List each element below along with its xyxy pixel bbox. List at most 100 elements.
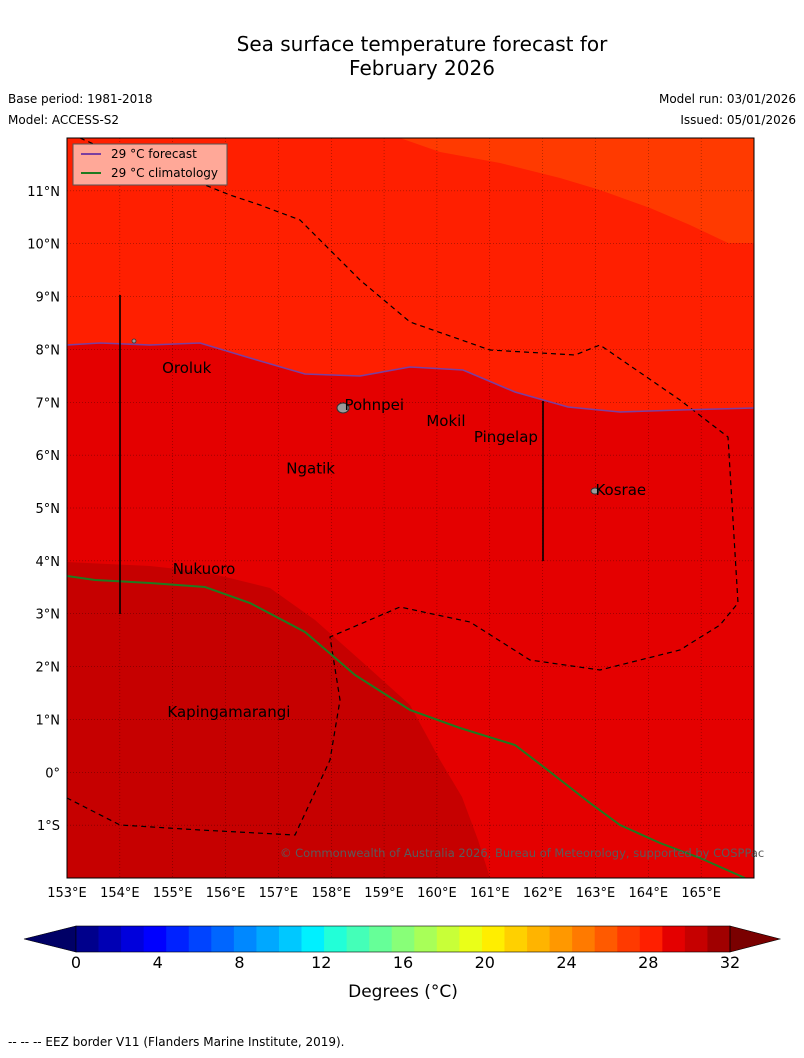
colorbar-tick-labels: 0 4 8 12 16 20 24 28 32 <box>71 953 740 972</box>
colorbar-segment <box>707 926 731 952</box>
eez-border <box>67 138 739 836</box>
colorbar-label: Degrees (°C) <box>348 982 458 1002</box>
colorbar-segment <box>188 926 212 952</box>
latitude-tick-labels: 1°S 0° 1°N 2°N 3°N 4°N 5°N 6°N 7°N 8°N 9°N 10°N 11°N <box>27 185 60 834</box>
lat-tick-label: 1°S <box>37 819 60 834</box>
issued-date: Issued: 05/01/2026 <box>680 113 796 127</box>
colorbar-tick: 12 <box>311 953 331 972</box>
colorbar-tick: 16 <box>393 953 413 972</box>
colorbar-segment <box>346 926 370 952</box>
colorbar-segment <box>121 926 145 952</box>
colorbar-low-extend <box>23 925 77 953</box>
colorbar-segment <box>662 926 686 952</box>
lat-tick-label: 7°N <box>36 396 61 411</box>
model-run: Model run: 03/01/2026 <box>658 92 796 106</box>
colorbar-segment <box>684 926 708 952</box>
sst-map: Oroluk Pohnpei Mokil Pingelap Ngatik Kosrae Nu… <box>23 137 782 1002</box>
lon-tick-label: 155°E <box>153 886 193 901</box>
lon-tick-label: 165°E <box>681 886 721 901</box>
lon-tick-label: 158°E <box>311 886 351 901</box>
colorbar-segment <box>572 926 596 952</box>
colorbar-segment <box>324 926 348 952</box>
place-label: Pingelap <box>474 428 538 446</box>
colorbar-segment <box>594 926 618 952</box>
colorbar-segment <box>166 926 190 952</box>
colorbar-segment <box>143 926 167 952</box>
plot-frame <box>66 137 755 879</box>
lon-tick-label: 160°E <box>417 886 457 901</box>
title-line-2: February 2026 <box>349 56 495 80</box>
lon-tick-label: 162°E <box>523 886 563 901</box>
eez-footnote: -- -- -- EEZ border V11 (Flanders Marine… <box>8 1035 345 1049</box>
lat-tick-label: 0° <box>45 766 60 781</box>
band-28-29 <box>400 138 754 243</box>
place-label: Mokil <box>426 412 465 430</box>
colorbar-tick: 28 <box>638 953 658 972</box>
lat-tick-label: 8°N <box>36 343 61 358</box>
lon-tick-label: 159°E <box>364 886 404 901</box>
temperature-field <box>67 138 754 878</box>
map-grid <box>67 138 754 878</box>
colorbar-tick: 0 <box>71 953 81 972</box>
lon-tick-label: 163°E <box>576 886 616 901</box>
colorbar-tick: 4 <box>153 953 163 972</box>
lon-tick-label: 161°E <box>470 886 510 901</box>
colorbar-segment <box>617 926 641 952</box>
colorbar-segment <box>459 926 483 952</box>
title-line-1: Sea surface temperature forecast for <box>236 32 608 56</box>
lon-tick-label: 157°E <box>259 886 299 901</box>
colorbar-segment <box>256 926 280 952</box>
colorbar <box>23 925 782 953</box>
legend-box <box>72 143 228 186</box>
colorbar-high-extend <box>729 925 782 953</box>
place-label: Nukuoro <box>173 560 236 578</box>
lat-tick-label: 1°N <box>36 713 61 728</box>
place-label: Kosrae <box>595 481 646 499</box>
islands <box>131 338 600 495</box>
legend-climatology-label: 29 °C climatology <box>111 166 218 180</box>
model-name: Model: ACCESS-S2 <box>8 113 120 127</box>
lon-tick-label: 156°E <box>206 886 246 901</box>
place-label: Pohnpei <box>344 396 404 414</box>
colorbar-frame <box>75 925 731 953</box>
legend-forecast-label: 29 °C forecast <box>111 147 197 161</box>
colorbar-tick: 24 <box>556 953 576 972</box>
forecast-29c-contour <box>67 342 754 413</box>
climatology-29c-contour <box>67 575 746 878</box>
lat-tick-label: 9°N <box>36 291 61 306</box>
pohnpei-island <box>336 402 350 414</box>
longitude-tick-labels: 153°E 154°E 155°E 156°E 157°E 158°E 159°E 160°E… <box>47 886 721 901</box>
lon-tick-label: 154°E <box>100 886 140 901</box>
islet <box>131 338 137 344</box>
colorbar-tick: 32 <box>720 953 740 972</box>
lat-tick-label: 6°N <box>36 449 61 464</box>
lat-tick-label: 3°N <box>36 608 61 623</box>
lat-tick-label: 4°N <box>36 555 61 570</box>
place-label: Kapingamarangi <box>167 703 290 721</box>
lat-tick-label: 11°N <box>27 185 60 200</box>
lat-tick-label: 2°N <box>36 661 61 676</box>
colorbar-segment <box>639 926 663 952</box>
colorbar-segment <box>527 926 550 952</box>
colorbar-segment <box>211 926 235 952</box>
colorbar-segment <box>76 926 99 952</box>
place-label: Oroluk <box>162 359 211 377</box>
lon-tick-label: 153°E <box>47 886 87 901</box>
colorbar-segment <box>391 926 415 952</box>
colorbar-tick: 20 <box>475 953 495 972</box>
colorbar-tick: 8 <box>234 953 244 972</box>
colorbar-segment <box>436 926 460 952</box>
colorbar-segment <box>278 926 302 952</box>
lon-tick-label: 164°E <box>629 886 669 901</box>
place-label: Ngatik <box>286 460 335 478</box>
chart-title: Sea surface temperature forecast for Feb… <box>0 32 804 80</box>
colorbar-segment <box>504 926 528 952</box>
legend: 29 °C forecast 29 °C climatology <box>72 143 228 186</box>
base-period: Base period: 1981-2018 <box>8 92 153 106</box>
copyright-text: © Commonwealth of Australia 2026, Bureau… <box>280 846 764 860</box>
colorbar-segment <box>369 926 393 952</box>
colorbar-segment <box>414 926 438 952</box>
colorbar-segment <box>549 926 573 952</box>
kosrae-island <box>590 487 600 495</box>
lat-tick-label: 5°N <box>36 502 61 517</box>
